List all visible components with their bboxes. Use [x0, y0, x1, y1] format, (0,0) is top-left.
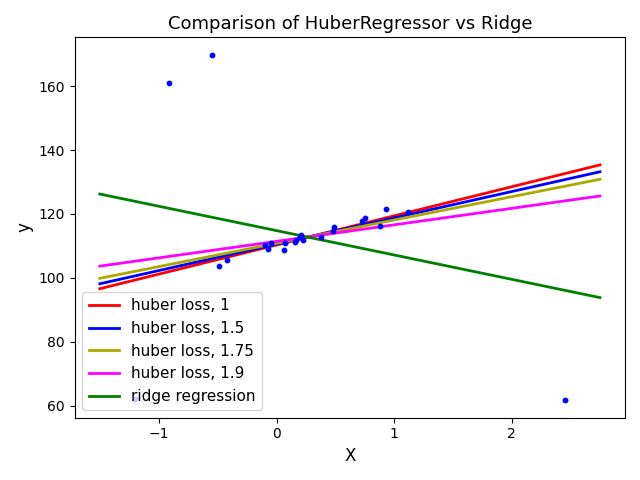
Point [260, 241, 270, 249]
Point [403, 209, 413, 216]
Line: huber loss, 1.9: huber loss, 1.9 [100, 196, 600, 266]
huber loss, 1 [571, 168, 579, 174]
Point [221, 257, 232, 264]
ridge regression [354, 244, 362, 250]
huber loss, 1 [212, 257, 220, 263]
huber loss, 1.9 [556, 199, 563, 204]
Point [214, 262, 225, 270]
Point [164, 79, 174, 87]
huber loss, 1.5 [354, 223, 362, 229]
Point [328, 227, 338, 234]
huber loss, 1 [394, 212, 402, 218]
huber loss, 1.9 [571, 197, 579, 203]
huber loss, 1.9 [192, 250, 200, 255]
huber loss, 1.5 [192, 259, 200, 265]
huber loss, 1.5 [596, 169, 604, 175]
huber loss, 1.75 [212, 252, 220, 258]
ridge regression [596, 295, 604, 300]
huber loss, 1.75 [394, 216, 402, 222]
Point [316, 233, 326, 240]
Point [559, 396, 570, 404]
Line: ridge regression: ridge regression [100, 194, 600, 298]
huber loss, 1.75 [571, 181, 579, 187]
huber loss, 1.9 [96, 263, 104, 269]
huber loss, 1.9 [354, 227, 362, 233]
ridge regression [556, 287, 563, 292]
X-axis label: X: X [344, 447, 356, 465]
Title: Comparison of HuberRegressor vs Ridge: Comparison of HuberRegressor vs Ridge [168, 15, 532, 33]
huber loss, 1 [192, 262, 200, 268]
Point [381, 205, 392, 213]
Point [290, 238, 300, 246]
Legend: huber loss, 1, huber loss, 1.5, huber loss, 1.75, huber loss, 1.9, ridge regress: huber loss, 1, huber loss, 1.5, huber lo… [83, 292, 262, 410]
Point [295, 234, 305, 241]
huber loss, 1 [96, 286, 104, 292]
ridge regression [96, 191, 104, 197]
Point [130, 395, 140, 403]
huber loss, 1.75 [192, 256, 200, 262]
ridge regression [192, 211, 200, 217]
huber loss, 1.5 [556, 178, 563, 184]
huber loss, 1.9 [394, 221, 402, 227]
Point [375, 222, 385, 230]
Point [263, 245, 273, 253]
Point [360, 214, 370, 222]
Point [280, 239, 291, 247]
Point [291, 236, 301, 244]
huber loss, 1.75 [596, 176, 604, 182]
huber loss, 1.9 [596, 193, 604, 199]
huber loss, 1.75 [96, 276, 104, 281]
huber loss, 1 [596, 162, 604, 168]
huber loss, 1 [556, 172, 563, 178]
Point [207, 51, 218, 59]
huber loss, 1.5 [212, 255, 220, 261]
ridge regression [571, 289, 579, 295]
huber loss, 1.75 [556, 184, 563, 190]
huber loss, 1.5 [96, 281, 104, 287]
huber loss, 1.75 [354, 224, 362, 230]
ridge regression [212, 215, 220, 221]
Line: huber loss, 1.75: huber loss, 1.75 [100, 179, 600, 278]
huber loss, 1 [354, 222, 362, 228]
Y-axis label: y: y [15, 223, 33, 232]
Point [279, 246, 289, 254]
Point [298, 236, 308, 244]
Line: huber loss, 1: huber loss, 1 [100, 165, 600, 289]
huber loss, 1.9 [212, 247, 220, 252]
Point [357, 217, 367, 225]
Line: huber loss, 1.5: huber loss, 1.5 [100, 172, 600, 284]
Point [266, 239, 276, 247]
Point [296, 231, 306, 239]
Point [329, 224, 339, 231]
huber loss, 1.5 [394, 214, 402, 220]
huber loss, 1.5 [571, 175, 579, 180]
ridge regression [394, 253, 402, 259]
